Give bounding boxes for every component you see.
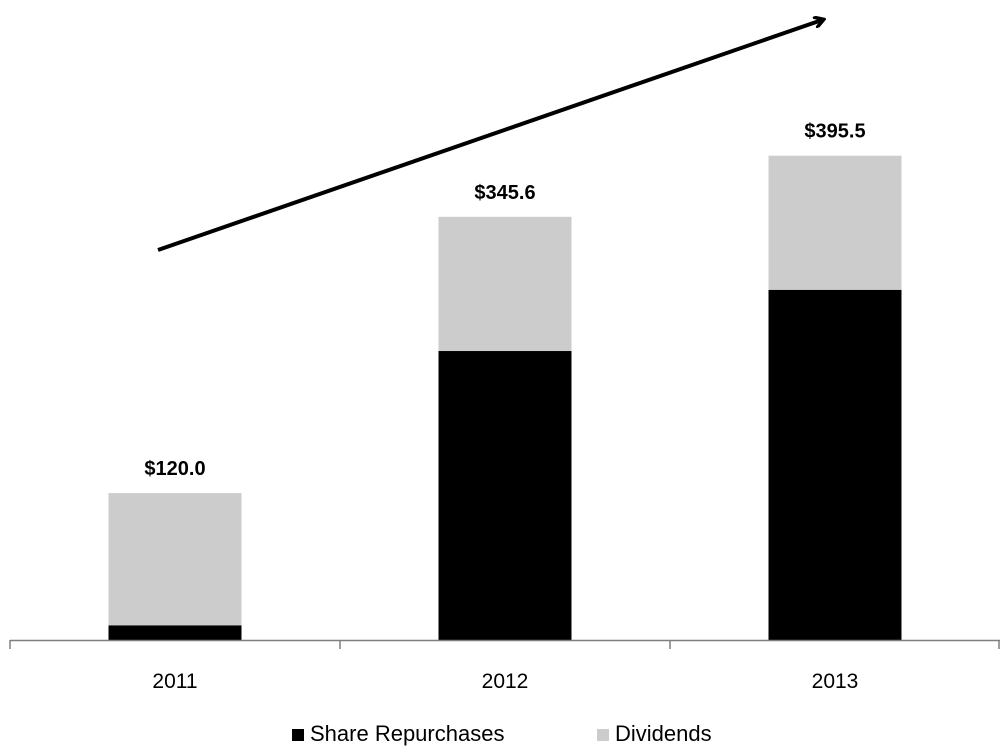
x-axis: 2011 2012 2013 (9, 639, 1000, 693)
legend-swatch-dividends (597, 729, 609, 741)
bar-share-repurchases-2013 (768, 289, 902, 640)
trend-arrow-layer (157, 20, 822, 252)
trend-arrow (157, 20, 822, 252)
total-label-2013: $395.5 (804, 121, 865, 143)
bar-dividends-2012 (438, 216, 572, 352)
bar-dividends-2011 (108, 493, 242, 626)
bar-share-repurchases-2012 (438, 351, 572, 640)
x-tick-label-2013: 2013 (812, 670, 859, 693)
total-label-2012: $345.6 (474, 182, 535, 204)
x-tick-label-2011: 2011 (152, 670, 197, 693)
bars-layer (108, 155, 902, 640)
bar-share-repurchases-2011 (108, 625, 242, 640)
legend-swatch-share-repurchases (292, 729, 304, 741)
legend: Share Repurchases Dividends (292, 721, 712, 746)
x-tick-label-2012: 2012 (482, 670, 529, 693)
total-label-2011: $120.0 (144, 458, 205, 480)
bar-dividends-2013 (768, 155, 902, 290)
total-labels-layer: $120.0 $345.6 $395.5 (144, 121, 865, 480)
legend-label-share-repurchases: Share Repurchases (310, 721, 504, 746)
legend-label-dividends: Dividends (615, 721, 712, 746)
